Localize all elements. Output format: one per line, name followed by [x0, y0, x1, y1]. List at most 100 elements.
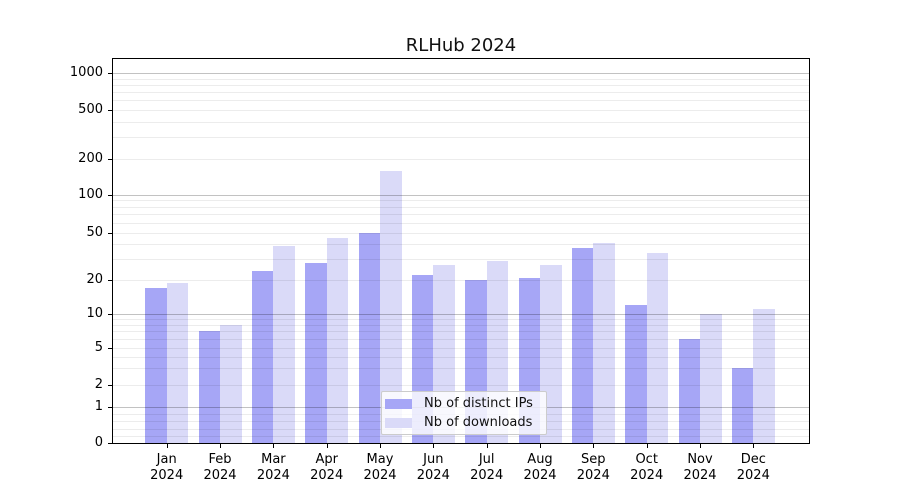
gridline-minor	[113, 435, 809, 437]
x-tick-mark	[273, 444, 275, 448]
axis-layer: 0 1 2 5 10 20 50 100 200 500 1000 Jan 2024 Feb 2024 Mar…	[70, 59, 809, 483]
gridline-minor	[113, 137, 809, 139]
gridline-minor	[113, 206, 809, 208]
y-tick-mark	[108, 280, 112, 282]
x-tick-label-line: 2024	[150, 468, 184, 483]
bar	[625, 304, 647, 443]
x-tick-label-line: 2024	[310, 468, 344, 483]
y-tick-label: 20	[86, 272, 103, 288]
x-tick-label-line: 2024	[630, 468, 664, 483]
x-tick-mark	[380, 444, 381, 448]
bar	[571, 248, 594, 443]
x-tick-label-line: 2024	[683, 468, 717, 483]
x-tick-label: Nov 2024	[672, 452, 728, 484]
gridline-minor	[113, 384, 809, 386]
bar	[731, 368, 754, 443]
bar	[380, 170, 402, 443]
x-tick-mark	[753, 444, 755, 448]
x-tick-mark	[700, 444, 701, 448]
y-tick-label: 1000	[69, 65, 103, 81]
gridline-minor	[113, 244, 809, 246]
legend-label-distinct-ips: Nb of distinct IPs	[424, 396, 533, 411]
gridline-minor	[113, 324, 809, 326]
x-tick-label: Jun 2024	[405, 452, 461, 484]
legend-swatch-downloads-icon	[385, 417, 412, 428]
bar	[326, 238, 349, 443]
y-tick-label: 200	[78, 151, 103, 166]
legend-label-downloads: Nb of downloads	[424, 415, 533, 430]
x-tick-label-line: Jun	[423, 452, 444, 467]
y-tick-label: 5	[94, 339, 103, 355]
bar	[305, 262, 327, 443]
legend-swatch-distinct-ips-icon	[385, 398, 412, 409]
bar	[646, 252, 669, 443]
legend-item-distinct-ips: Nb of distinct IPs	[385, 396, 540, 411]
x-tick-mark	[593, 444, 595, 448]
y-tick-label: 0	[94, 435, 103, 450]
gridline-minor	[113, 259, 809, 261]
x-tick-label-line: 2024	[256, 468, 290, 483]
x-tick-label: Feb 2024	[192, 452, 248, 484]
bar	[145, 288, 167, 443]
gridline-minor	[113, 159, 809, 160]
gridline-minor	[113, 232, 809, 234]
x-tick-label-line: May	[366, 452, 394, 467]
x-tick-mark	[326, 444, 328, 448]
x-tick-mark	[166, 444, 168, 448]
gridline-minor	[113, 100, 809, 102]
x-tick-label-line: Apr	[315, 452, 338, 467]
x-tick-label: Jan 2024	[139, 452, 195, 484]
y-tick-label: 1	[94, 398, 103, 414]
x-tick-label-line: 2024	[576, 468, 610, 483]
bar	[700, 313, 722, 443]
x-tick-label: Dec 2024	[725, 452, 781, 484]
x-tick-label-line: Jul	[478, 452, 495, 467]
x-tick-mark	[433, 444, 435, 448]
y-tick-mark	[108, 384, 112, 386]
x-tick-label-line: 2024	[736, 468, 770, 483]
x-tick-label-line: 2024	[470, 468, 504, 483]
bar	[166, 282, 189, 443]
bar	[198, 331, 220, 443]
gridline-major	[113, 73, 809, 75]
x-tick-label: Oct 2024	[619, 452, 675, 484]
bar	[358, 232, 380, 443]
bar	[678, 338, 700, 443]
x-tick-label-line: Sep	[581, 452, 606, 467]
gridline-minor	[113, 78, 809, 80]
gridline-minor	[113, 109, 809, 111]
y-tick-mark	[108, 347, 112, 349]
gridline-minor	[113, 318, 809, 320]
gridline-minor	[113, 200, 809, 202]
x-tick-label-line: Jan	[156, 452, 177, 467]
y-tick-mark	[108, 159, 112, 160]
x-tick-label: Sep 2024	[565, 452, 621, 484]
gridline-minor	[113, 280, 809, 282]
x-tick-label: Aug 2024	[512, 452, 568, 484]
y-tick-label: 100	[78, 186, 103, 202]
y-tick-mark	[108, 313, 112, 315]
bar	[251, 270, 274, 443]
legend: Nb of distinct IPs Nb of downloads	[381, 391, 547, 435]
x-tick-label-line: 2024	[203, 468, 237, 483]
gridline-minor	[113, 338, 809, 340]
x-tick-label-line: Aug	[527, 452, 553, 467]
x-tick-mark	[646, 444, 648, 448]
x-tick-label-line: Dec	[740, 452, 766, 467]
gridline-minor	[113, 368, 809, 370]
y-tick-label: 500	[78, 101, 103, 117]
x-tick-label-line: 2024	[523, 468, 557, 483]
plot-area: 0 1 2 5 10 20 50 100 200 500 1000 Jan 2024 Feb 2024 Mar…	[70, 58, 810, 483]
gridline-minor	[113, 214, 809, 216]
x-tick-mark	[220, 444, 221, 448]
gridline-minor	[113, 331, 809, 333]
y-tick-label: 2	[94, 376, 103, 392]
gridline-minor	[113, 347, 809, 349]
gridline-minor	[113, 92, 809, 94]
x-tick-label-line: Mar	[261, 452, 286, 467]
y-tick-mark	[108, 73, 112, 75]
y-tick-mark	[108, 109, 112, 111]
x-tick-label: Jul 2024	[459, 452, 515, 484]
x-tick-mark	[540, 444, 541, 448]
